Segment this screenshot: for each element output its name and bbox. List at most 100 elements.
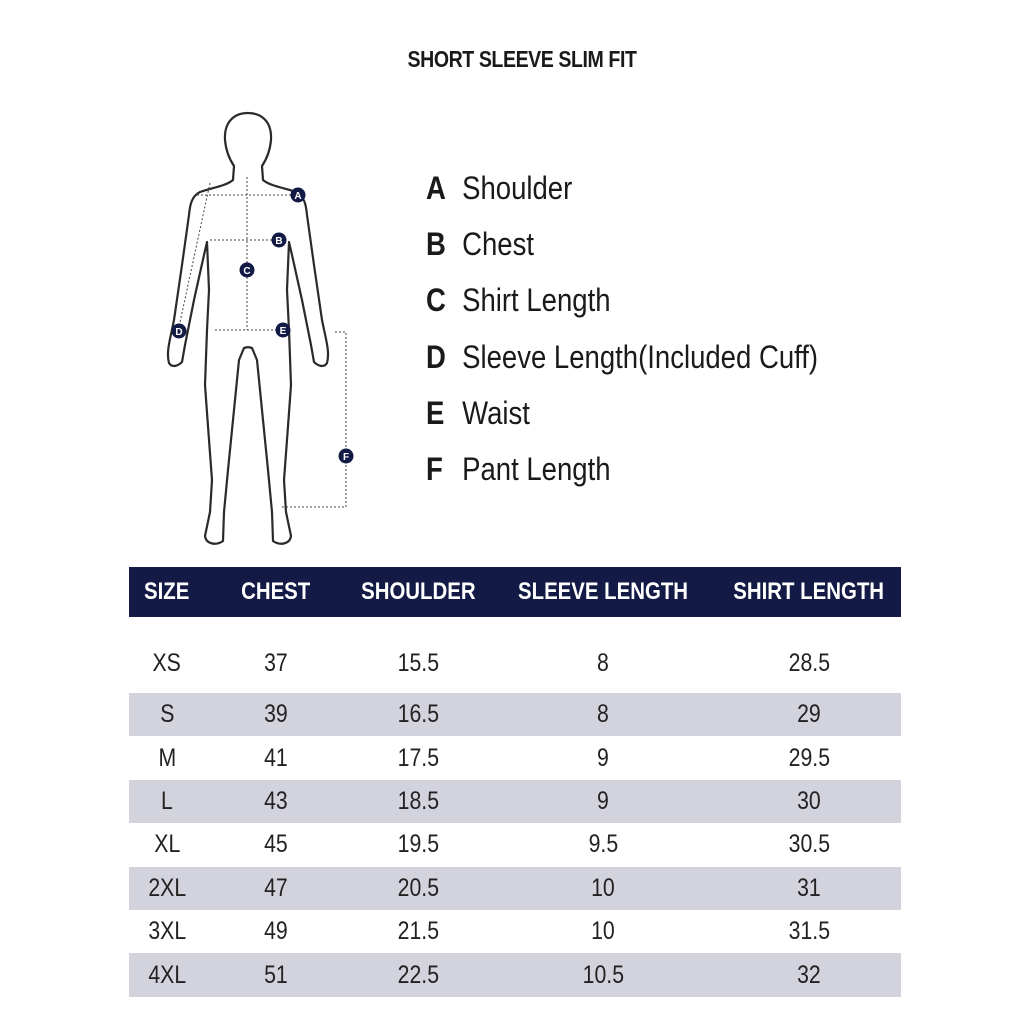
cell-value: 32 (797, 960, 821, 989)
legend-item: D Sleeve Length(Included Cuff) (426, 329, 818, 385)
table-cell: 43 (205, 779, 347, 824)
table-row: M 41 17.5 9 29.5 (129, 736, 901, 779)
table-cell: 18.5 (347, 779, 489, 824)
cell-value: 29 (797, 700, 821, 729)
table-cell: 32 (717, 953, 901, 997)
cell-value: 4XL (148, 960, 186, 989)
marker-b: B (275, 236, 282, 247)
cell-value: XL (153, 830, 181, 859)
column-header-label: SHIRT LENGTH (733, 578, 885, 605)
cell-value: 49 (264, 917, 288, 946)
table-cell: 4XL (129, 953, 205, 997)
legend-item: C Shirt Length (426, 273, 818, 329)
table-row: 2XL 47 20.5 10 31 (129, 866, 901, 910)
cell-value: 8 (597, 700, 609, 729)
table-cell: 20.5 (347, 866, 489, 910)
cell-value: 10 (591, 917, 615, 946)
cell-value: 3XL (148, 917, 186, 946)
legend-key: B (426, 225, 446, 262)
legend-label: Chest (462, 225, 535, 262)
legend-key: E (426, 394, 445, 431)
cell-value: 9 (597, 743, 609, 772)
cell-value: 22.5 (397, 960, 439, 989)
table-cell: 15.5 (347, 617, 489, 693)
table-cell: 9 (489, 736, 717, 779)
table-cell: 8 (489, 693, 717, 737)
table-cell: 41 (205, 736, 347, 779)
cell-value: 2XL (148, 873, 186, 902)
table-cell: 21.5 (347, 910, 489, 953)
marker-d: D (175, 327, 182, 338)
legend-key: D (426, 338, 446, 375)
table-cell: 49 (205, 910, 347, 953)
legend-label: Shirt Length (462, 282, 611, 319)
table-cell: 2XL (129, 866, 205, 910)
table-cell: 39 (205, 693, 347, 737)
legend-item: A Shoulder (426, 160, 818, 216)
table-cell: 22.5 (347, 953, 489, 997)
table-cell: 10 (489, 866, 717, 910)
table-row: S 39 16.5 8 29 (129, 693, 901, 737)
table-cell: 30.5 (717, 823, 901, 866)
body-outline-left (166, 111, 249, 545)
table-row: L 43 18.5 9 30 (129, 779, 901, 824)
table-cell: 29.5 (717, 736, 901, 779)
table-cell: 28.5 (717, 617, 901, 693)
cell-value: L (161, 786, 173, 815)
legend-label: Pant Length (462, 451, 611, 488)
table-header-row: SIZE CHEST SHOULDER SLEEVE LENGTH SHIRT LENG… (129, 567, 901, 617)
legend-label: Sleeve Length(Included Cuff) (462, 338, 819, 375)
table-cell: M (129, 736, 205, 779)
table-row: XS 37 15.5 8 28.5 (129, 617, 901, 693)
table-cell: 10.5 (489, 953, 717, 997)
table-cell: 19.5 (347, 823, 489, 866)
table-cell: 47 (205, 866, 347, 910)
table-cell: 30 (717, 779, 901, 824)
legend-label: Shoulder (462, 169, 573, 206)
table-cell: 3XL (129, 910, 205, 953)
cell-value: 18.5 (397, 786, 439, 815)
body-figure: A B C D E F (166, 111, 354, 545)
legend-key: A (426, 169, 446, 206)
body-outline-right (247, 111, 330, 545)
legend-item: E Waist (426, 385, 818, 441)
legend-item: F Pant Length (426, 441, 818, 497)
table-row: XL 45 19.5 9.5 30.5 (129, 823, 901, 866)
cell-value: 37 (264, 648, 288, 677)
pant-length-measure-line (282, 331, 347, 508)
cell-value: 21.5 (397, 917, 439, 946)
marker-e: E (280, 326, 287, 337)
measurement-legend: A Shoulder B Chest C Shirt Length D Sleeve L… (426, 160, 882, 498)
cell-value: 51 (264, 960, 288, 989)
cell-value: 28.5 (788, 648, 830, 677)
cell-value: 10 (591, 873, 615, 902)
table-cell: L (129, 779, 205, 824)
table-cell: 31.5 (717, 910, 901, 953)
cell-value: 9.5 (588, 830, 618, 859)
table-cell: 8 (489, 617, 717, 693)
table-cell: S (129, 693, 205, 737)
legend-label: Waist (462, 394, 530, 431)
table-cell: 9 (489, 779, 717, 824)
cell-value: 31.5 (788, 917, 830, 946)
legend-key: F (426, 451, 443, 488)
column-header-label: SHOULDER (360, 578, 476, 605)
column-header: SHOULDER (347, 567, 489, 617)
marker-a: A (294, 191, 301, 202)
legend-key: C (426, 282, 446, 319)
cell-value: 16.5 (397, 700, 439, 729)
column-header: SIZE (129, 567, 205, 617)
marker-c: C (243, 266, 250, 277)
cell-value: S (159, 700, 175, 729)
column-header-label: CHEST (241, 578, 311, 605)
column-header-label: SLEEVE LENGTH (517, 578, 689, 605)
column-header: CHEST (205, 567, 347, 617)
cell-value: 30.5 (788, 830, 830, 859)
cell-value: M (158, 743, 176, 772)
cell-value: 31 (797, 873, 821, 902)
cell-value: 19.5 (397, 830, 439, 859)
page-title: SHORT SLEEVE SLIM FIT (407, 46, 637, 72)
column-header: SLEEVE LENGTH (489, 567, 717, 617)
table-cell: XS (129, 617, 205, 693)
table-cell: XL (129, 823, 205, 866)
